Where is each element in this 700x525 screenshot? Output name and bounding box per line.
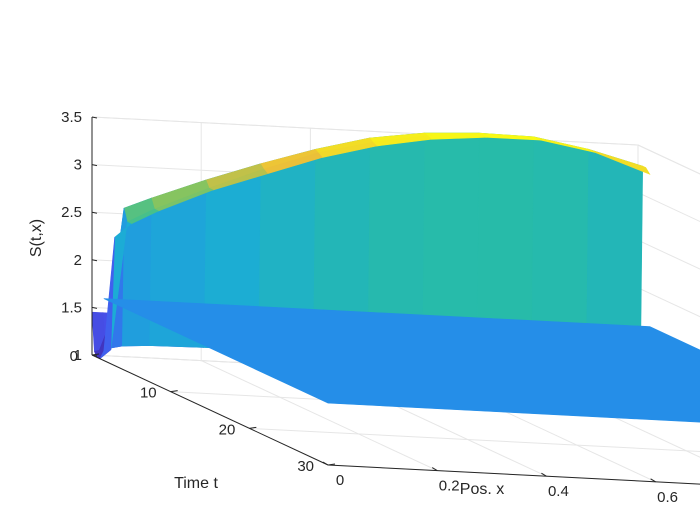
- grid-line: [637, 239, 700, 270]
- x-tick-label: 0.2: [439, 478, 460, 495]
- z-tick: [91, 306, 98, 309]
- z-axis-label: S(t,x): [28, 219, 45, 257]
- z-tick: [91, 116, 98, 119]
- z-tick: [91, 259, 98, 262]
- box-edge: [637, 144, 700, 175]
- x-tick: [650, 478, 656, 483]
- t-tick: [327, 463, 336, 466]
- t-tick: [170, 390, 178, 393]
- grid-line: [637, 287, 700, 318]
- x-tick-label: 0.6: [657, 489, 678, 506]
- x-axis-line: [327, 464, 700, 485]
- x-tick-label: 0: [336, 472, 344, 489]
- z-tick-label: 2.5: [61, 204, 82, 221]
- grid-line: [637, 144, 700, 175]
- grid-line: [249, 427, 700, 452]
- z-tick-label: 1: [74, 347, 82, 364]
- t-axis-label: Time t: [174, 475, 218, 492]
- x-axis-label: Pos. x: [460, 481, 504, 498]
- t-tick-label: 30: [297, 458, 314, 475]
- z-tick-label: 2: [74, 252, 82, 269]
- surface-layer: [91, 132, 700, 423]
- z-tick-label: 3.5: [61, 109, 82, 126]
- x-tick: [431, 467, 438, 472]
- grid-line: [200, 360, 438, 472]
- t-tick: [91, 353, 100, 356]
- grid-line: [637, 192, 700, 223]
- z-tick-label: 1.5: [61, 299, 82, 316]
- t-tick-label: 20: [219, 421, 236, 438]
- surface-patch: [99, 237, 115, 359]
- x-tick: [322, 461, 329, 466]
- t-tick: [249, 426, 257, 429]
- z-tick: [91, 211, 98, 214]
- t-tick-label: 0: [70, 348, 78, 365]
- z-tick-label: 3: [74, 157, 82, 174]
- x-tick-label: 0.4: [548, 483, 569, 500]
- z-tick: [91, 164, 98, 167]
- grid-line: [327, 464, 700, 485]
- surface-plateau: [103, 298, 700, 423]
- t-tick-label: 10: [140, 385, 157, 402]
- t-axis-line: [91, 354, 329, 466]
- x-tick: [541, 472, 547, 477]
